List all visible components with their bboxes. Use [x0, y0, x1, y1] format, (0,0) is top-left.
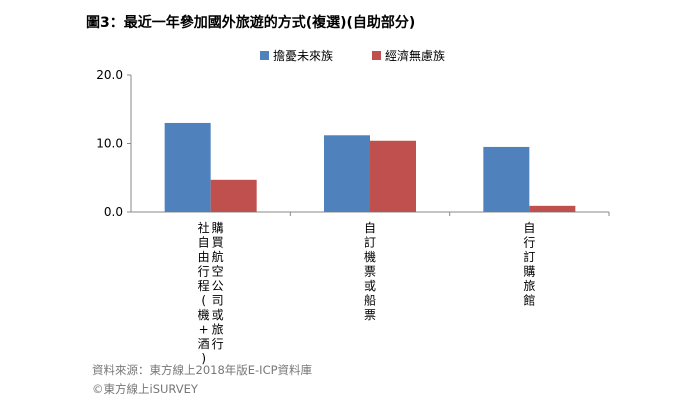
bar — [164, 122, 211, 212]
y-tick-label: 10.0 — [96, 137, 123, 151]
source-note: 資料來源：東方線上2018年版E-ICP資料庫 — [92, 363, 313, 377]
bar — [529, 205, 576, 212]
bar — [210, 179, 257, 212]
x-tick-label: 自行訂購旅館 — [523, 221, 535, 308]
legend-swatch — [260, 51, 269, 60]
bar — [483, 146, 530, 212]
legend-label: 擔憂未來族 — [273, 49, 333, 63]
x-tick-label: 社自由行程(機+酒) — [198, 220, 210, 366]
chart-title: 圖3：最近一年參加國外旅遊的方式(複選)(自助部分) — [86, 15, 416, 31]
bar — [324, 135, 370, 212]
x-tick-label: 購買航空公司或旅行 — [212, 221, 224, 351]
x-tick-label: 自訂機票或船票 — [364, 221, 376, 322]
legend-swatch — [372, 51, 381, 60]
y-tick-label: 20.0 — [96, 68, 123, 82]
legend-label: 經濟無慮族 — [385, 48, 445, 63]
bar — [370, 140, 416, 212]
y-tick-label: 0.0 — [104, 205, 123, 219]
copyright-note: ©東方線上iSURVEY — [92, 382, 198, 396]
